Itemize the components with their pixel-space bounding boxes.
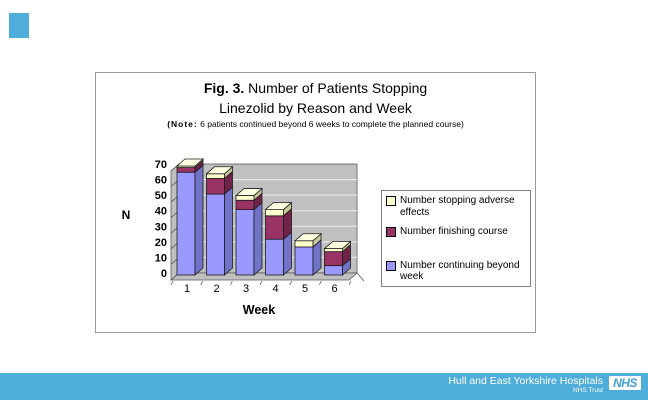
legend-swatch <box>386 227 396 237</box>
svg-text:4: 4 <box>272 283 278 295</box>
svg-text:0: 0 <box>161 268 167 280</box>
svg-text:30: 30 <box>155 221 167 233</box>
legend-item: Number continuing beyond week <box>385 260 527 283</box>
chart-legend: Number stopping adverse effects Number fi… <box>381 190 531 287</box>
stacked-bar-chart: 0 10 20 30 40 50 60 70 1 2 3 4 5 6 N Week <box>122 158 365 317</box>
corner-accent-block <box>9 13 29 38</box>
chart-note: (Note: 6 patients continued beyond 6 wee… <box>167 119 464 129</box>
chart-title-line1: Fig. 3. Number of Patients Stopping <box>203 80 428 96</box>
legend-item: Number finishing course <box>385 226 527 238</box>
svg-text:10: 10 <box>155 252 167 264</box>
svg-text:70: 70 <box>155 159 167 171</box>
legend-swatch <box>386 196 396 206</box>
legend-label: Number finishing course <box>400 226 508 237</box>
svg-text:6: 6 <box>331 283 337 295</box>
legend-label: Number continuing beyond week <box>400 259 520 283</box>
svg-text:Week: Week <box>243 303 275 317</box>
chart-title: Fig. 3. Number of Patients Stopping Line… <box>96 78 535 118</box>
footer-trust-label: NHS Trust <box>573 387 603 394</box>
chart-title-line2: Linezolid by Reason and Week <box>219 100 412 116</box>
legend-label: Number stopping adverse effects <box>400 195 515 218</box>
svg-text:50: 50 <box>155 190 167 202</box>
footer-organisation: Hull and East Yorkshire Hospitals <box>448 375 603 387</box>
svg-text:1: 1 <box>184 283 190 295</box>
svg-text:3: 3 <box>243 283 249 295</box>
svg-text:40: 40 <box>155 206 167 218</box>
svg-text:60: 60 <box>155 175 167 187</box>
footer-text: Hull and East Yorkshire Hospitals NHS Tr… <box>448 376 603 395</box>
svg-text:5: 5 <box>302 283 308 295</box>
legend-swatch <box>386 260 396 271</box>
svg-text:2: 2 <box>213 283 219 295</box>
svg-text:20: 20 <box>155 237 167 249</box>
svg-text:N: N <box>122 208 131 222</box>
footer-bar: Hull and East Yorkshire Hospitals NHS Tr… <box>0 373 648 400</box>
chart-panel: 0 10 20 30 40 50 60 70 1 2 3 4 5 6 N Week Fig. 3. Numbe… <box>95 72 536 333</box>
legend-item: Number stopping adverse effects <box>385 195 527 218</box>
figure-number: Fig. 3. <box>203 80 245 96</box>
nhs-logo: NHS <box>609 376 641 390</box>
